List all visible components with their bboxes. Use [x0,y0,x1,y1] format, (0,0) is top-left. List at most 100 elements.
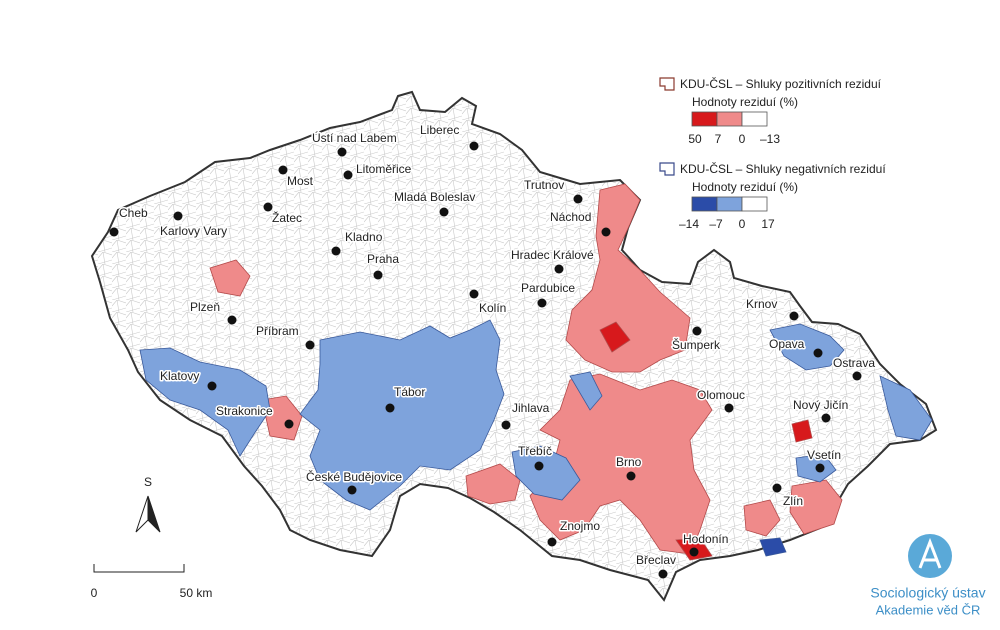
city-label: Opava [769,337,805,351]
city-dot [547,537,557,547]
city-label: Cheb [119,206,148,220]
city-label: Olomouc [697,388,745,402]
city-dot [724,403,734,413]
legend-label: 0 [739,132,746,146]
legend-label: –13 [760,132,780,146]
city-dot [373,270,383,280]
city-dot [534,461,544,471]
city-label: Ostrava [833,356,875,370]
cluster [261,395,303,441]
city-label: Třebíč [518,444,552,458]
city-label: Kolín [479,301,506,315]
city-label: Brno [616,455,642,469]
city-label: Kladno [345,230,383,244]
cluster [789,479,843,535]
city-label: Mladá Boleslav [394,190,475,204]
scale-bar: 0 50 km [91,564,213,600]
city-dot [626,471,636,481]
north-label: S [144,475,152,489]
legend-swatch [741,196,768,212]
cluster [565,183,691,373]
legend-swatches: 50 7 0 –13 [688,111,780,146]
cluster [511,445,581,501]
legend-title: KDU-ČSL – Shluky negativních reziduí [680,161,886,176]
city-label: Litoměřice [356,162,412,176]
city-dot [815,463,825,473]
city-dot [343,170,353,180]
legend-swatch [716,196,743,212]
city-dot [331,246,341,256]
city-dot [772,483,782,493]
negative-clusters [139,319,933,557]
logo-subtitle: Akademie věd ČR [876,602,981,617]
legend-swatch [741,111,768,127]
city-dot [573,194,583,204]
city-dot [347,485,357,495]
city-label: Tábor [394,385,425,399]
cluster [299,319,505,511]
city-label: Hodonín [683,532,728,546]
legend-title: KDU-ČSL – Shluky pozitivních reziduí [680,76,882,91]
cluster [209,259,251,297]
city-dot [305,340,315,350]
city-label: Příbram [256,324,299,338]
cluster [743,499,781,537]
logo-name: Sociologický ústav [870,585,985,601]
city-dot [658,569,668,579]
cluster [879,375,933,441]
city-label: Náchod [550,210,591,224]
legend-label: 50 [688,132,702,146]
city-label: Nový Jičín [793,398,848,412]
city-dot [337,147,347,157]
city-dot [689,547,699,557]
city-label: Trutnov [524,178,564,192]
country [90,90,938,602]
city-label: Klatovy [160,369,199,383]
scale-label: 50 km [180,586,213,600]
city-dot [789,311,799,321]
city-dot [227,315,237,325]
city-label: Jihlava [512,401,550,415]
city-dot [821,413,831,423]
city-dot [385,403,395,413]
city-label: Břeclav [636,553,676,567]
city-label: Most [287,174,314,188]
legend: KDU-ČSL – Shluky pozitivních reziduí Hod… [659,76,886,231]
legend-swatches: –14 –7 0 17 [679,196,775,231]
cluster [569,371,603,411]
legend-label: 0 [739,217,746,231]
legend-subtitle: Hodnoty reziduí (%) [692,180,798,194]
legend-label: –7 [709,217,723,231]
city-label: Liberec [420,123,459,137]
city-dot [173,211,183,221]
legend-label: –14 [679,217,699,231]
cities: Cheb Karlovy Vary Most Žatec Ústí nad Labem L… [109,122,877,579]
city-label: Plzeň [190,300,220,314]
cluster [139,347,271,457]
city-label: Pardubice [521,281,575,295]
city-dot [469,141,479,151]
city-dot [278,165,288,175]
city-dot [207,381,217,391]
city-label: Zlín [783,494,803,508]
city-label: Šumperk [672,337,721,352]
legend-swatch [716,111,743,127]
legend-icon [659,77,675,91]
legend-label: 7 [715,132,722,146]
legend-swatch [691,196,718,212]
city-label: Strakonice [216,404,273,418]
cluster [769,323,845,371]
legend-icon [659,162,675,176]
city-dot [439,207,449,217]
city-dot [469,289,479,299]
city-label: Hradec Králové [511,248,594,262]
positive-clusters [209,183,843,561]
city-dot [601,227,611,237]
city-dot [263,202,273,212]
city-label: Znojmo [560,519,600,533]
city-dot [692,326,702,336]
legend-subtitle: Hodnoty reziduí (%) [692,95,798,109]
legend-swatch [691,111,718,127]
city-dot [501,420,511,430]
